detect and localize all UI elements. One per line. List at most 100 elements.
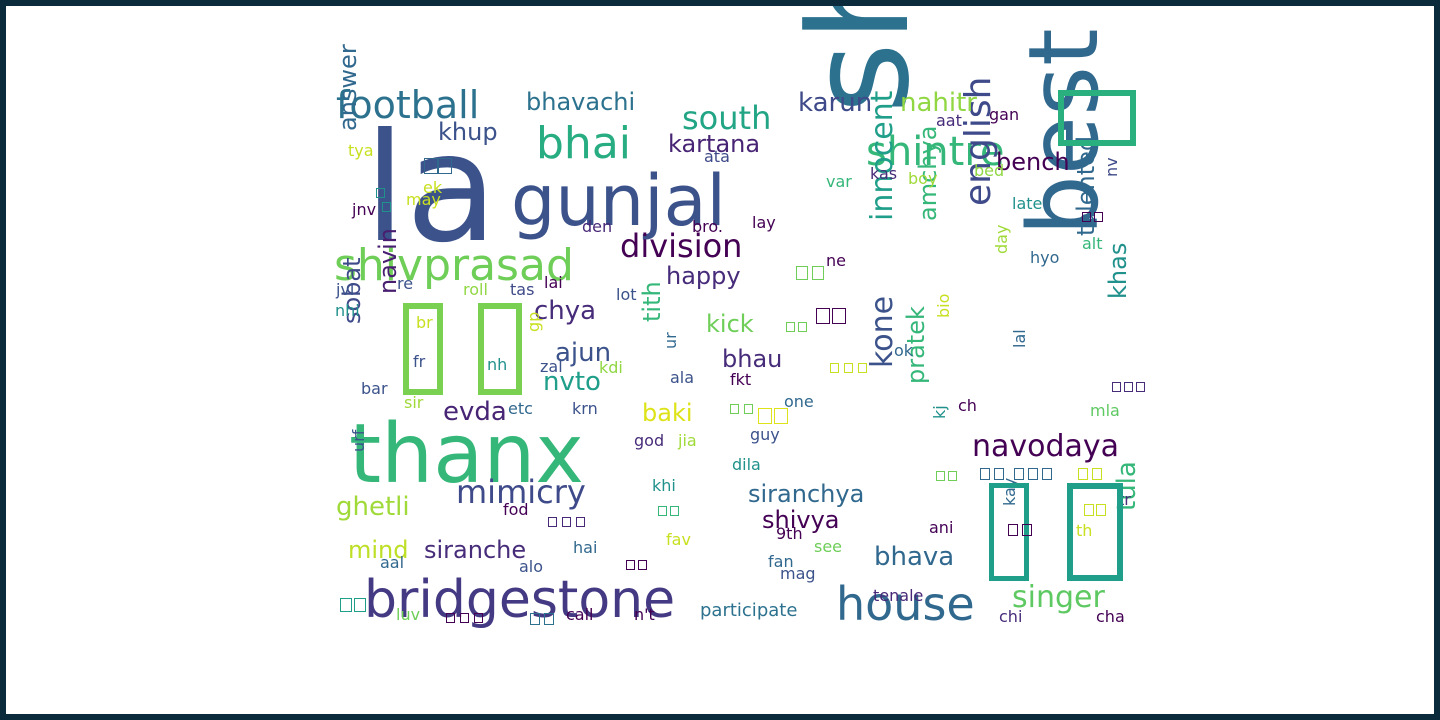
cloud-word: bar	[361, 379, 388, 398]
cloud-word: fr	[413, 352, 426, 371]
cloud-word: bio	[934, 293, 953, 318]
cloud-word: late	[1012, 194, 1043, 213]
cloud-word: bhava	[874, 542, 955, 572]
glyph-marker	[1124, 382, 1133, 392]
glyph-marker	[1094, 212, 1103, 222]
cloud-word: den	[582, 217, 613, 236]
cloud-word: n't	[634, 605, 655, 624]
cloud-word: singer	[1012, 580, 1105, 615]
glyph-marker	[980, 468, 990, 480]
word-cloud: lashivathanxbestgunjalbridgestonehousesh…	[6, 6, 1434, 714]
cloud-word: lay	[752, 213, 776, 232]
cloud-word: evda	[443, 397, 507, 427]
cloud-word: answer	[334, 44, 362, 131]
cloud-word: bro.	[692, 217, 723, 236]
cloud-word: ani	[929, 518, 954, 537]
glyph-marker	[948, 471, 957, 481]
cloud-word: god	[634, 431, 665, 450]
cloud-word: may	[406, 190, 441, 209]
cloud-word: navodaya	[972, 429, 1120, 464]
glyph-marker	[1084, 504, 1094, 516]
cloud-word: karun	[798, 88, 873, 118]
cloud-word: luv	[396, 605, 421, 624]
glyph-box	[403, 303, 443, 395]
cloud-word: re	[397, 274, 414, 293]
cloud-word: bhavachi	[526, 88, 636, 116]
cloud-word: kdi	[599, 358, 623, 377]
cloud-word: lot	[616, 285, 637, 304]
glyph-marker	[798, 322, 807, 332]
cloud-word: nhi	[335, 301, 360, 320]
glyph-box	[989, 483, 1029, 581]
glyph-marker	[816, 308, 830, 324]
glyph-marker	[1092, 468, 1102, 480]
cloud-word: thanx	[349, 407, 584, 502]
cloud-word: mimicry	[456, 473, 586, 511]
glyph-marker	[460, 613, 469, 623]
cloud-word: tya	[348, 141, 374, 160]
cloud-word: zal	[540, 357, 563, 376]
cloud-word: ne	[826, 251, 846, 270]
cloud-word: tenale	[873, 586, 924, 605]
cloud-word: kick	[706, 310, 754, 338]
cloud-word: bhai	[536, 118, 632, 169]
cloud-word: shintre	[866, 129, 1005, 175]
cloud-word: nh	[487, 355, 508, 374]
cloud-word: innocent	[865, 90, 900, 221]
cloud-word: jnv	[352, 200, 377, 219]
glyph-marker	[936, 471, 945, 481]
cloud-word: lai	[544, 273, 563, 292]
cloud-word: hai	[573, 538, 598, 557]
cloud-word: call	[566, 605, 594, 624]
glyph-marker	[548, 517, 557, 527]
cloud-word: br	[416, 313, 433, 332]
cloud-word: kartana	[668, 130, 761, 158]
glyph-marker	[858, 363, 867, 373]
glyph-marker	[1028, 468, 1038, 480]
cloud-word: cha	[1096, 607, 1125, 626]
glyph-marker	[638, 560, 647, 570]
glyph-marker	[562, 517, 571, 527]
cloud-word: khas	[1104, 242, 1132, 299]
cloud-word: shivya	[762, 506, 840, 534]
cloud-word: urf	[349, 429, 368, 452]
cloud-word: 9th	[776, 524, 803, 543]
cloud-word: bhau	[722, 345, 783, 373]
cloud-word: bed	[974, 161, 1005, 180]
cloud-word: house	[836, 577, 975, 631]
cloud-word: siranche	[424, 536, 527, 564]
cloud-word: nahitr	[900, 88, 977, 118]
glyph-box	[1058, 90, 1136, 146]
cloud-word: chi	[999, 607, 1023, 626]
glyph-marker	[994, 468, 1004, 480]
glyph-marker	[1082, 212, 1091, 222]
wordcloud-frame: lashivathanxbestgunjalbridgestonehousesh…	[6, 6, 1434, 714]
cloud-word: tith	[638, 281, 666, 322]
cloud-word: south	[682, 99, 772, 137]
cloud-word: nv	[1102, 157, 1121, 177]
cloud-word: bench	[996, 148, 1070, 176]
cloud-word: tas	[510, 280, 535, 299]
glyph-marker	[1014, 468, 1024, 480]
glyph-marker	[340, 598, 352, 612]
cloud-word: mag	[780, 564, 816, 583]
cloud-word: ghetli	[336, 492, 410, 522]
cloud-word: ajun	[555, 338, 612, 368]
cloud-word: gunjal	[511, 160, 726, 242]
cloud-word: la	[364, 102, 498, 276]
glyph-marker	[758, 408, 772, 424]
cloud-word: bridgestone	[364, 570, 676, 630]
glyph-marker	[786, 322, 795, 332]
cloud-word: ur	[661, 332, 680, 349]
cloud-word: mla	[1090, 401, 1120, 420]
cloud-word: shivprasad	[334, 240, 574, 291]
glyph-marker	[446, 613, 455, 623]
cloud-word: var	[826, 172, 852, 191]
cloud-word: chya	[534, 296, 597, 326]
cloud-word: guy	[750, 425, 780, 444]
cloud-word: aal	[380, 553, 405, 572]
glyph-marker	[474, 613, 483, 623]
cloud-word: ch	[958, 396, 977, 415]
glyph-marker	[1022, 524, 1032, 536]
glyph-marker	[376, 188, 385, 198]
